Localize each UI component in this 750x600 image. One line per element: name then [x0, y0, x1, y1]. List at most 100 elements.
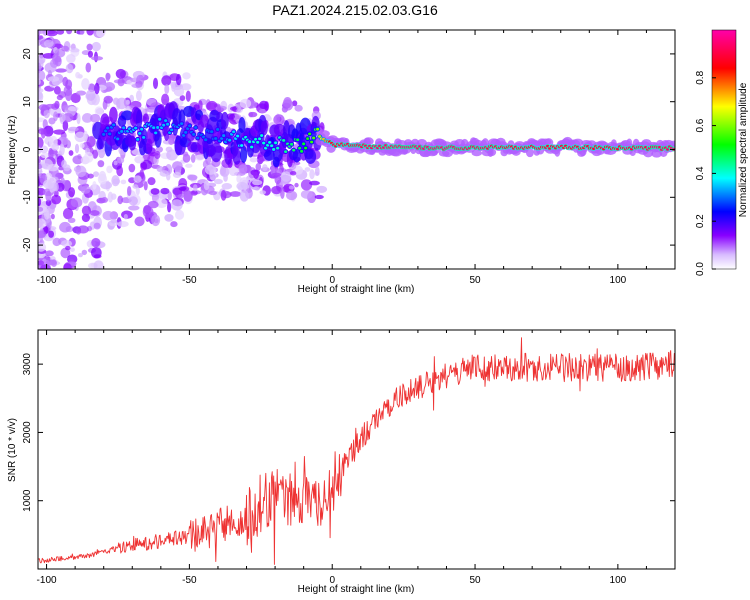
ridge-core — [140, 127, 144, 131]
ridge-core — [122, 126, 126, 130]
noise-blob — [185, 90, 191, 102]
noise-blob — [39, 145, 49, 154]
noise-blob — [38, 35, 44, 40]
ridge-core — [268, 140, 272, 144]
ridge-halo — [273, 123, 286, 136]
ridge-core — [284, 150, 288, 154]
ridge-core — [256, 140, 260, 144]
noise-blob — [273, 114, 285, 126]
noise-blob — [204, 164, 217, 175]
ridge-halo — [128, 135, 137, 151]
noise-blob — [160, 187, 170, 195]
y-tick-label: -10 — [22, 190, 33, 205]
ridge-halo — [121, 110, 134, 121]
ridge-core — [120, 130, 124, 133]
noise-blob — [115, 68, 126, 79]
noise-blob — [45, 30, 58, 37]
x-tick-label: -100 — [37, 575, 57, 586]
noise-blob — [203, 180, 210, 191]
colorbar-tick-label: 0.4 — [695, 166, 706, 180]
noise-blob — [239, 190, 250, 202]
noise-blob — [259, 190, 267, 195]
ridge-halo — [263, 150, 275, 161]
noise-blob — [92, 181, 97, 190]
noise-blob — [48, 147, 54, 160]
noise-blob — [91, 41, 101, 52]
noise-blob — [45, 199, 52, 206]
noise-blob — [123, 213, 128, 220]
noise-blob — [226, 113, 236, 120]
noise-blob — [56, 30, 65, 35]
noise-blob — [150, 188, 160, 195]
ridge-halo — [135, 109, 143, 129]
noise-blob — [81, 205, 91, 216]
noise-blob — [134, 155, 145, 164]
y-tick-label: 10 — [22, 96, 33, 108]
ridge-core — [232, 130, 236, 134]
x-tick-label: 0 — [329, 575, 335, 586]
noise-blob — [38, 163, 43, 169]
noise-blob — [164, 213, 174, 222]
noise-blob — [280, 171, 292, 182]
x-tick-label: -100 — [37, 275, 57, 286]
noise-blob — [255, 163, 262, 171]
noise-blob — [262, 164, 268, 172]
noise-blob — [152, 77, 159, 90]
noise-blob — [80, 185, 91, 194]
noise-blob — [155, 197, 168, 209]
noise-blob — [38, 206, 44, 212]
noise-blob — [128, 196, 139, 206]
ridge-core — [266, 143, 270, 147]
ridge-core — [220, 137, 224, 140]
snr-y-ticks: 1000 2000 3000 — [22, 353, 675, 512]
noise-blob — [252, 179, 263, 186]
ridge-core — [282, 138, 286, 142]
ridge-core — [142, 135, 146, 139]
noise-blob — [74, 131, 86, 143]
ridge-core — [194, 126, 198, 129]
ridge-core — [292, 148, 296, 152]
noise-blob — [45, 250, 54, 257]
noise-blob — [51, 143, 60, 151]
noise-blob — [271, 185, 282, 195]
snr-series-line — [38, 337, 675, 565]
x-tick-label: 100 — [610, 275, 627, 286]
noise-blob — [40, 264, 51, 269]
colorbar-gradient — [712, 30, 736, 269]
ridge-core — [250, 145, 254, 149]
noise-blob — [280, 187, 285, 200]
noise-blob — [135, 186, 140, 196]
noise-blob — [61, 45, 70, 52]
noise-blob — [62, 120, 69, 132]
noise-blob — [117, 220, 129, 228]
noise-blob — [92, 149, 99, 159]
spectrogram-y-label: Frequency (Hz) — [7, 116, 18, 185]
noise-blob — [300, 189, 313, 199]
noise-blob — [177, 194, 184, 199]
noise-blob — [87, 50, 93, 58]
noise-blob — [66, 30, 73, 35]
ridge-core — [182, 133, 186, 137]
noise-blob — [235, 103, 242, 113]
x-tick-label: 0 — [329, 275, 335, 286]
noise-blob — [105, 72, 110, 82]
noise-blob — [154, 150, 161, 160]
ridge-core — [222, 134, 226, 137]
noise-blob — [60, 247, 71, 259]
ridge-halo — [142, 113, 149, 124]
noise-blob — [56, 94, 63, 101]
noise-blob — [103, 95, 114, 104]
noise-blob — [106, 165, 113, 174]
ridge-core — [166, 122, 170, 126]
noise-blob — [85, 62, 92, 73]
noise-blob — [40, 152, 51, 159]
noise-blob — [314, 194, 324, 200]
noise-blob — [43, 125, 54, 137]
ridge-core — [116, 137, 120, 141]
noise-blob — [164, 84, 170, 95]
ridge-core — [210, 130, 214, 134]
noise-blob — [60, 240, 73, 248]
ridge-core — [262, 141, 266, 145]
ridge-core — [228, 138, 232, 142]
noise-blob — [288, 185, 295, 190]
